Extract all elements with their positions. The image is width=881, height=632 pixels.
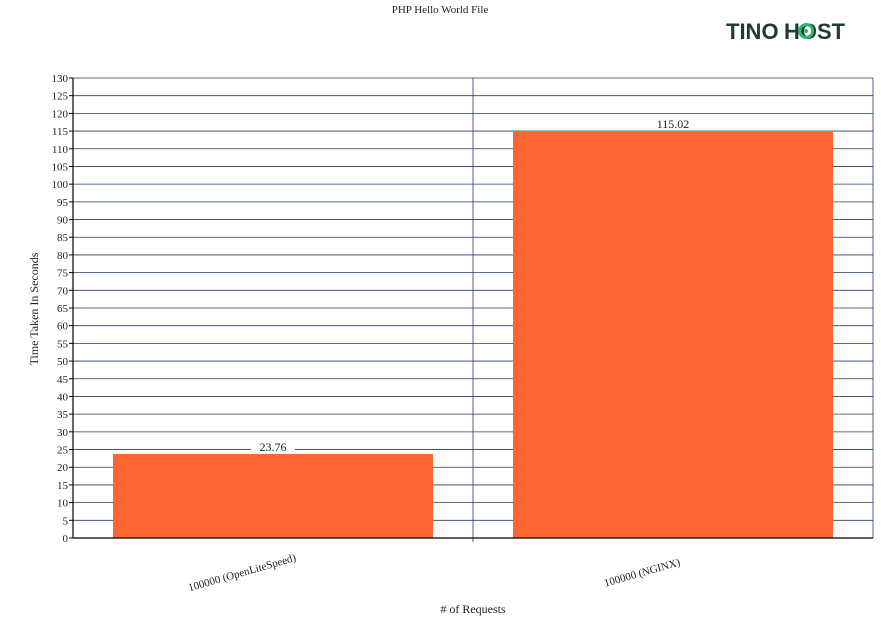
y-tick-label: 40 <box>57 391 69 403</box>
y-tick-label: 10 <box>57 498 69 510</box>
y-axis-label: Time Taken In Seconds <box>27 252 41 365</box>
x-tick-label: 100000 (NGINX) <box>603 556 682 589</box>
x-tick-label: 100000 (OpenLiteSpeed) <box>187 552 298 594</box>
y-tick-label: 75 <box>57 268 69 280</box>
y-tick-label: 130 <box>52 73 69 85</box>
y-tick-label: 0 <box>63 533 69 545</box>
bar <box>113 453 433 538</box>
y-tick-label: 35 <box>57 409 69 421</box>
y-tick-label: 55 <box>57 338 69 350</box>
y-tick-label: 85 <box>57 232 69 244</box>
y-tick-label: 65 <box>57 303 69 315</box>
y-tick-label: 125 <box>52 91 69 103</box>
logo-accent-ring <box>798 23 815 39</box>
y-tick-label: 50 <box>57 356 69 368</box>
data-label: 115.02 <box>657 117 690 131</box>
y-tick-label: 30 <box>57 427 69 439</box>
y-tick-label: 45 <box>57 374 69 386</box>
data-label-background <box>251 440 295 453</box>
bar <box>513 131 833 538</box>
y-tick-label: 95 <box>57 197 69 209</box>
data-label: 23.76 <box>260 440 287 454</box>
y-tick-label: 5 <box>63 515 69 527</box>
y-tick-label: 15 <box>57 480 69 492</box>
y-axis-ticks: 0 5 10 15 20 25 30 35 40 45 50 55 60 65 70 75 80 85 90 95 10… <box>52 73 73 545</box>
logo-text-host: HOST <box>784 19 846 44</box>
y-tick-label: 105 <box>52 161 69 173</box>
bars: 23.76 115.02 <box>113 117 833 538</box>
y-tick-label: 70 <box>57 285 69 297</box>
chart-title: PHP Hello World File <box>392 4 489 16</box>
data-label-background <box>651 118 695 131</box>
x-axis-ticks: 100000 (OpenLiteSpeed) 100000 (NGINX) <box>187 552 682 594</box>
y-tick-label: 115 <box>52 126 69 138</box>
y-tick-label: 110 <box>52 144 69 156</box>
logo-text-tino: TINO <box>726 19 779 44</box>
brand-logo: TINO HOST <box>726 19 846 44</box>
x-axis-label: # of Requests <box>440 602 506 616</box>
y-tick-label: 80 <box>57 250 69 262</box>
y-tick-label: 20 <box>57 462 69 474</box>
axes <box>72 78 874 542</box>
y-tick-label: 25 <box>57 445 69 457</box>
y-tick-label: 100 <box>52 179 69 191</box>
y-tick-label: 120 <box>52 108 69 120</box>
y-tick-label: 90 <box>57 215 69 227</box>
y-tick-label: 60 <box>57 321 69 333</box>
logo-accent-dot <box>804 29 809 33</box>
